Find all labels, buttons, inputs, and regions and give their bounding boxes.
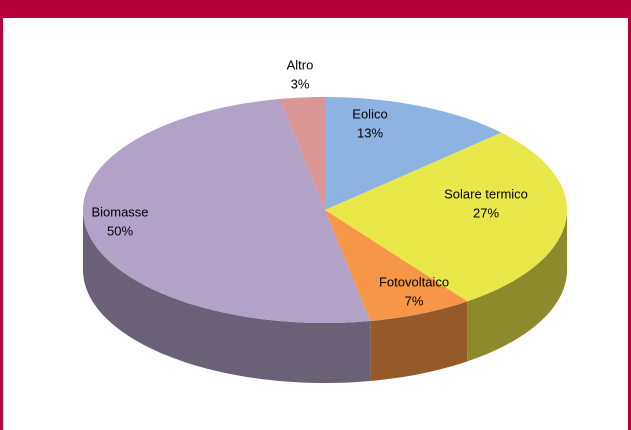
pie-side bbox=[83, 210, 371, 383]
slice-label: Eolico bbox=[352, 106, 387, 121]
slice-value-label: 50% bbox=[107, 223, 133, 238]
header-bar bbox=[0, 0, 631, 18]
slice-value-label: 13% bbox=[357, 125, 383, 140]
slice-value-label: 7% bbox=[405, 293, 424, 308]
pie-slice bbox=[325, 210, 468, 321]
pie-slice bbox=[279, 97, 325, 210]
pie-slice bbox=[325, 132, 567, 302]
pie-side bbox=[370, 301, 468, 381]
slice-value-label: 3% bbox=[291, 76, 310, 91]
pie-slice bbox=[83, 99, 371, 323]
slice-value-label: 27% bbox=[473, 205, 499, 220]
pie-side bbox=[467, 210, 567, 362]
slice-label: Altro bbox=[287, 57, 314, 72]
slice-label: Biomasse bbox=[91, 204, 148, 219]
slice-label: Solare termico bbox=[444, 186, 528, 201]
slice-label: Fotovoltaico bbox=[379, 274, 449, 289]
pie-slice bbox=[325, 97, 502, 210]
